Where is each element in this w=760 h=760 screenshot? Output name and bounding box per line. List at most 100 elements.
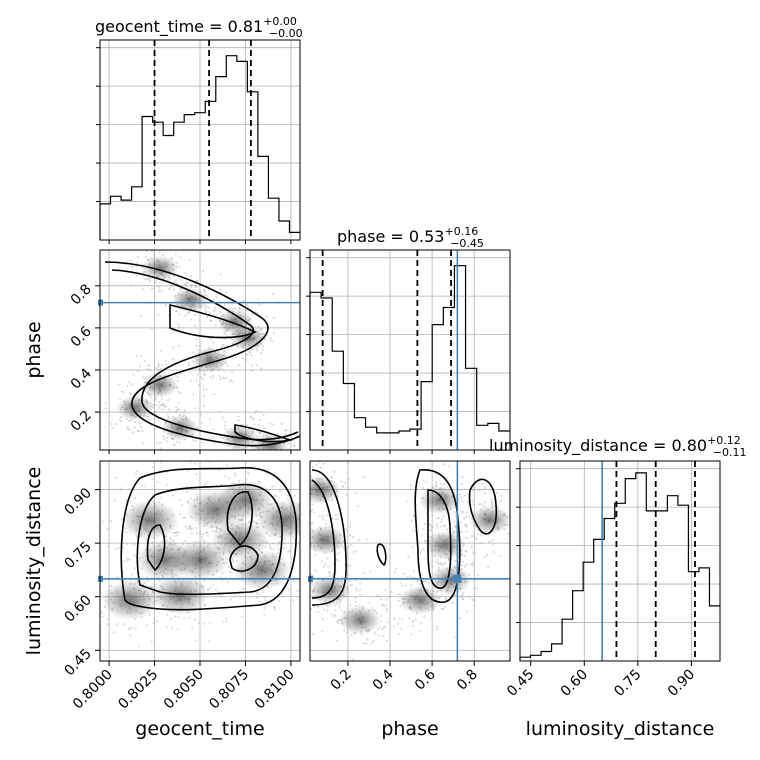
sample-point	[142, 288, 145, 291]
sample-point	[210, 319, 213, 322]
sample-point	[382, 634, 385, 638]
sample-point	[381, 604, 384, 607]
sample-point	[499, 554, 502, 558]
sample-point	[326, 605, 329, 608]
density-blob-7	[399, 585, 441, 615]
sample-point	[153, 295, 156, 298]
sample-point	[266, 468, 269, 471]
sample-point	[101, 520, 104, 523]
sample-point	[396, 622, 400, 625]
sample-point	[460, 510, 463, 513]
sample-point	[171, 346, 175, 349]
sample-point	[277, 542, 280, 545]
sample-point	[167, 415, 170, 418]
sample-point	[425, 480, 428, 484]
sample-point	[106, 622, 109, 626]
sample-point	[136, 370, 140, 373]
sample-point	[390, 590, 393, 594]
sample-point	[189, 528, 192, 531]
sample-point	[164, 363, 168, 366]
sample-point	[212, 507, 215, 510]
sample-point	[188, 616, 191, 619]
sample-point	[442, 458, 444, 460]
sample-point	[205, 315, 209, 318]
sample-point	[338, 606, 341, 609]
sample-point	[184, 563, 187, 566]
sample-point	[388, 595, 391, 598]
sample-point	[443, 524, 446, 527]
ytick-label-phase-0: 0.2	[68, 408, 95, 435]
sample-point	[438, 563, 441, 566]
sample-point	[128, 628, 131, 631]
sample-point	[147, 364, 150, 367]
sample-point	[221, 343, 224, 347]
sample-point	[150, 250, 153, 253]
sample-point	[193, 462, 197, 465]
sample-point	[480, 483, 483, 486]
sample-point	[240, 308, 244, 311]
sample-point	[351, 658, 355, 661]
sample-point	[178, 589, 181, 592]
sample-point	[158, 287, 161, 290]
xtick-label-luminosity-distance-3: 0.90	[665, 667, 698, 700]
sample-point	[196, 279, 199, 282]
sample-point	[223, 424, 226, 427]
sample-point	[285, 429, 288, 432]
sample-point	[152, 399, 156, 402]
sample-point	[130, 626, 134, 629]
sample-point	[429, 524, 432, 528]
sample-point	[278, 541, 281, 544]
sample-point	[182, 411, 185, 414]
sample-point	[460, 549, 463, 553]
sample-point	[421, 573, 424, 576]
sample-point	[281, 459, 283, 461]
sample-point	[126, 557, 129, 560]
sample-point	[195, 472, 198, 476]
sample-point	[94, 592, 96, 594]
sample-point	[257, 325, 260, 328]
sample-point	[241, 453, 243, 455]
xtick-label-phase-0: 0.2	[328, 667, 355, 694]
sample-point	[338, 551, 341, 554]
sample-point	[341, 486, 344, 489]
sample-point	[237, 363, 241, 367]
sample-point	[258, 458, 260, 460]
sample-point	[131, 383, 134, 386]
sample-point	[153, 489, 157, 492]
sample-point	[172, 494, 175, 497]
sample-point	[161, 253, 165, 256]
sample-point	[466, 500, 470, 504]
sample-point	[162, 403, 165, 407]
sample-point	[88, 585, 90, 587]
sample-point	[305, 509, 307, 511]
sample-point	[154, 396, 157, 399]
sample-point	[129, 634, 132, 637]
sample-point	[269, 422, 272, 425]
sample-point	[272, 542, 275, 545]
sample-point	[135, 470, 139, 473]
xtick-label-luminosity-distance-0: 0.45	[504, 667, 537, 700]
sample-point	[435, 561, 438, 564]
sample-point	[203, 622, 206, 625]
sample-point	[111, 427, 114, 430]
sample-point	[491, 501, 494, 504]
sample-point	[339, 598, 343, 602]
sample-point	[348, 604, 352, 607]
sample-point	[156, 418, 159, 422]
sample-point	[305, 506, 307, 508]
sample-point	[244, 510, 247, 513]
sample-point	[264, 599, 267, 602]
sample-point	[101, 615, 104, 618]
sample-point	[214, 324, 218, 327]
sample-point	[513, 526, 515, 528]
sample-point	[326, 609, 329, 612]
sample-point	[203, 395, 206, 398]
sample-point	[257, 430, 260, 434]
sample-point	[186, 470, 189, 473]
sample-point	[208, 640, 211, 643]
sample-point	[370, 642, 373, 645]
sample-point	[144, 255, 147, 258]
sample-point	[169, 286, 172, 289]
sample-point	[203, 289, 206, 292]
